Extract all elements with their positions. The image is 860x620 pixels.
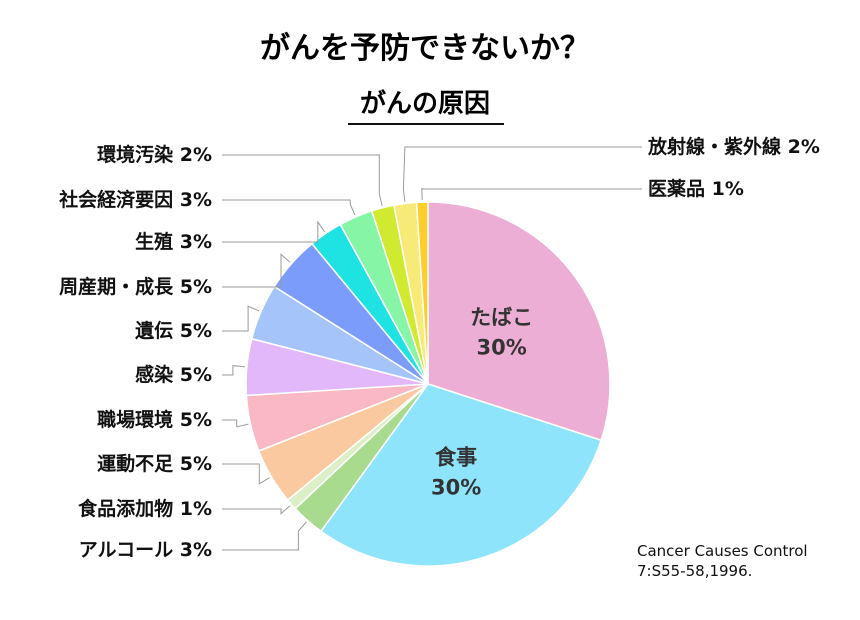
slice-label-10: 社会経済要因 3% (58, 188, 212, 211)
chart-title: がんを予防できないか？ (260, 31, 590, 66)
leader-lines (222, 146, 642, 551)
source-line-2: 7:S55-58,1996. (637, 562, 752, 580)
leader-line-5 (222, 419, 249, 428)
leader-line-10 (222, 199, 356, 216)
leader-line-9 (222, 220, 326, 243)
pie-slices (245, 201, 611, 567)
slice-label-13: 医薬品 1% (648, 177, 744, 200)
slice-label-6: 感染 5% (135, 363, 212, 386)
leader-line-6 (222, 365, 245, 376)
slice-label-4: 運動不足 5% (97, 453, 212, 475)
leader-line-7 (222, 305, 260, 332)
leader-line-3 (222, 505, 291, 515)
slice-label-1: 食事 (435, 446, 477, 470)
slice-label-5: 職場環境 5% (97, 408, 212, 431)
leader-line-12 (402, 146, 642, 202)
leader-line-2 (222, 521, 307, 551)
slice-label-12: 放射線・紫外線 2% (647, 135, 820, 158)
slice-label-7: 遺伝 5% (135, 319, 212, 342)
leader-line-11 (222, 154, 383, 206)
leader-line-13 (421, 187, 642, 201)
pie-slice-0 (427, 201, 611, 442)
pie-slice-1 (319, 383, 603, 567)
slice-label-3: 食品添加物 1% (78, 497, 212, 520)
slice-label-8: 周産期・成長 5% (59, 275, 212, 298)
chart-subtitle: がんの原因 (360, 88, 490, 119)
pie-slice-13 (415, 201, 429, 385)
slice-label-11: 環境汚染 2% (97, 143, 212, 166)
slice-value-0: 30% (476, 336, 526, 360)
leader-line-8 (222, 253, 291, 288)
slice-label-9: 生殖 3% (135, 230, 212, 253)
slice-value-1: 30% (431, 476, 481, 500)
source-line-1: Cancer Causes Control (637, 542, 808, 560)
slice-label-0: たばこ (470, 306, 533, 330)
leader-line-4 (222, 463, 270, 485)
slice-labels: たばこ 30% 食事 30% アルコール 3% 食品添加物 1% 運動不足 5% 職場環境 5… (58, 135, 820, 561)
slice-label-2: アルコール 3% (79, 539, 212, 561)
